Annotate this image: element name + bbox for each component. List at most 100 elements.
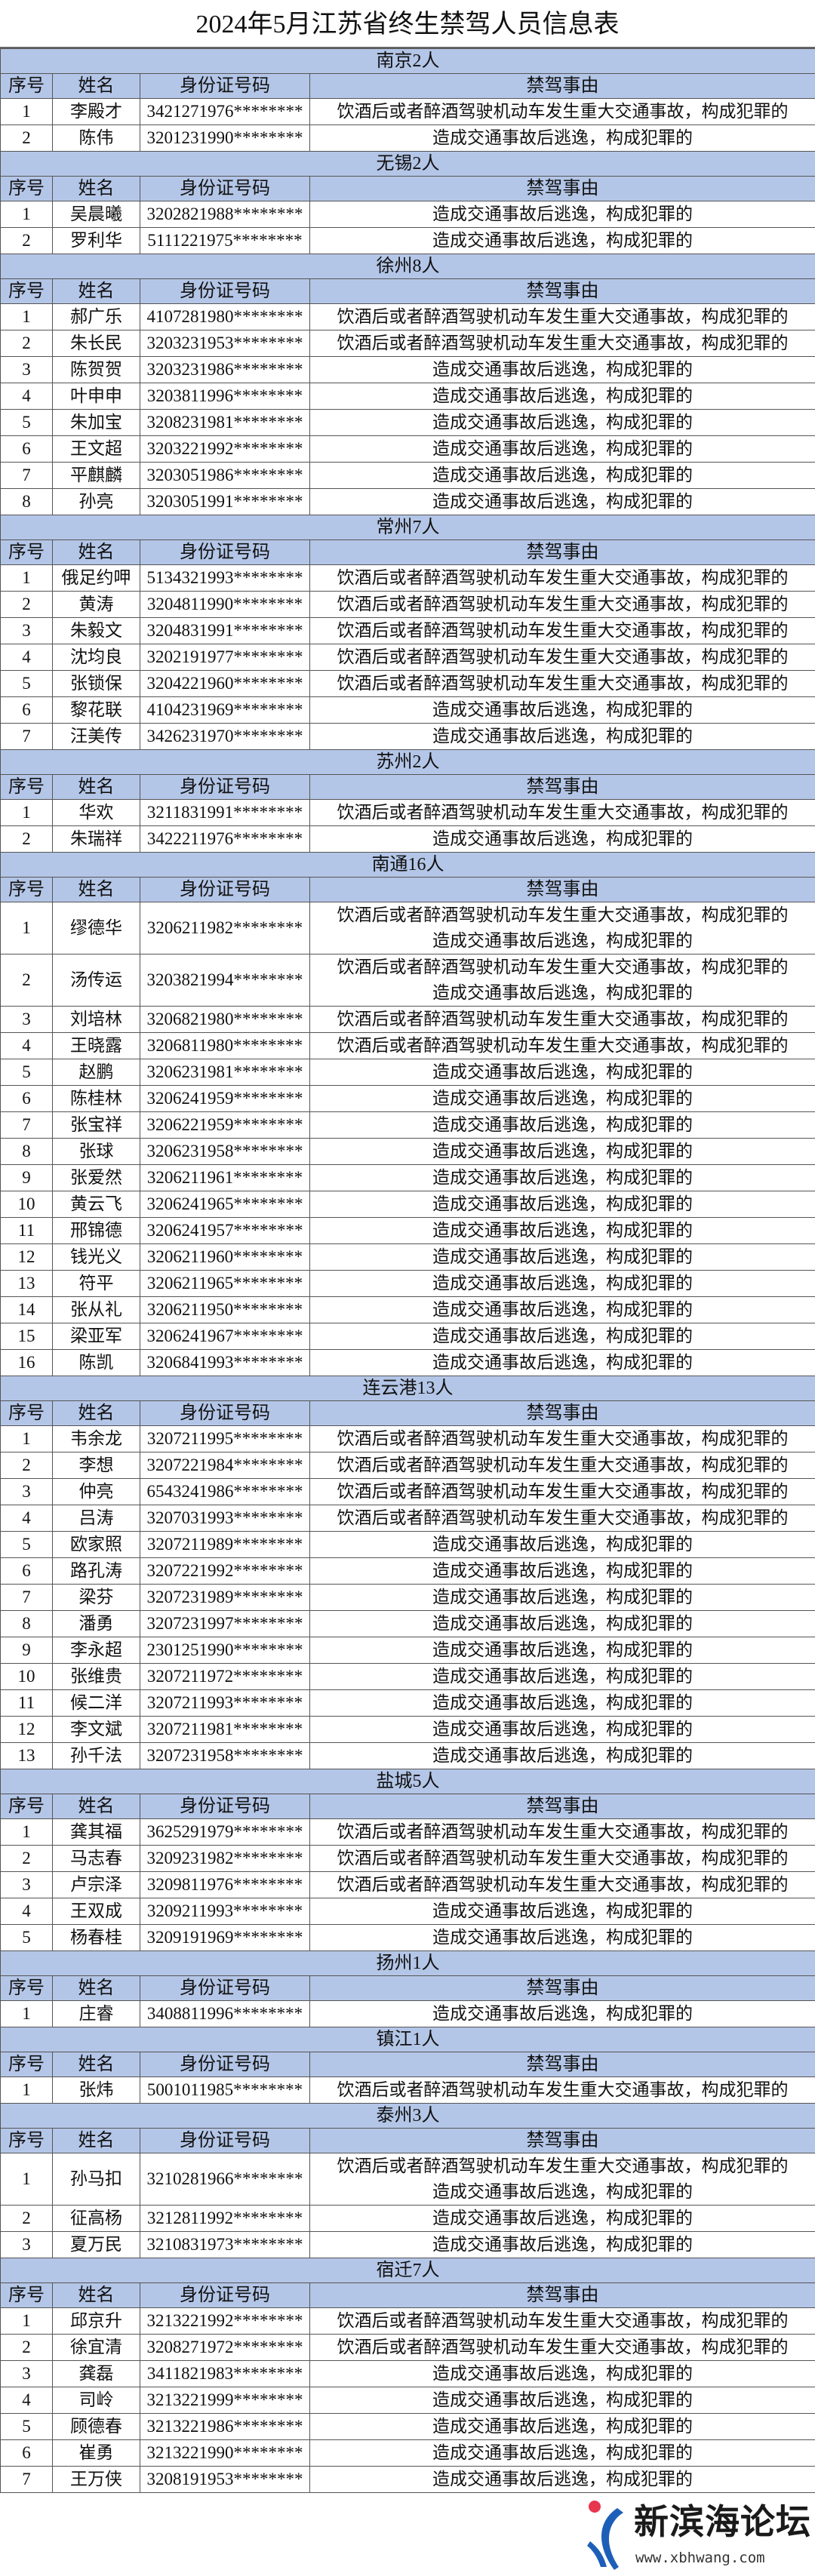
cell-id: 3208271972******** — [140, 2335, 310, 2361]
cell-no: 1 — [1, 2077, 53, 2104]
cell-reason: 造成交通事故后逃逸，构成犯罪的 — [310, 2001, 815, 2027]
cell-reason: 造成交通事故后逃逸，构成犯罪的 — [310, 2467, 815, 2493]
column-header-row: 序号姓名身份证号码禁驾事由 — [1, 2283, 815, 2308]
cell-id: 3211831991******** — [140, 800, 310, 826]
page-title: 2024年5月江苏省终生禁驾人员信息表 — [0, 0, 815, 48]
cell-id: 3209231982******** — [140, 1846, 310, 1872]
header-id: 身份证号码 — [140, 2283, 310, 2308]
cell-name: 黎花联 — [53, 697, 140, 724]
cell-id: 3207211993******** — [140, 1690, 310, 1717]
cell-no: 7 — [1, 2467, 53, 2493]
reason-line: 造成交通事故后逃逸，构成犯罪的 — [310, 1244, 815, 1270]
cell-name: 吴晨曦 — [53, 201, 140, 228]
header-reason: 禁驾事由 — [310, 74, 815, 99]
cell-no: 6 — [1, 1086, 53, 1112]
cell-no: 3 — [1, 357, 53, 383]
cell-no: 6 — [1, 2440, 53, 2467]
column-header-row: 序号姓名身份证号码禁驾事由 — [1, 878, 815, 902]
reason-line: 饮酒后或者醉酒驾驶机动车发生重大交通事故，构成犯罪的 — [310, 618, 815, 644]
header-reason: 禁驾事由 — [310, 775, 815, 800]
cell-reason: 饮酒后或者醉酒驾驶机动车发生重大交通事故，构成犯罪的 — [310, 1033, 815, 1059]
cell-name: 邱京升 — [53, 2308, 140, 2335]
cell-reason: 造成交通事故后逃逸，构成犯罪的 — [310, 2440, 815, 2467]
region-header: 南京2人 — [1, 49, 815, 74]
region-header: 苏州2人 — [1, 750, 815, 775]
reason-line: 造成交通事故后逃逸，构成犯罪的 — [310, 1717, 815, 1742]
reason-line: 造成交通事故后逃逸，构成犯罪的 — [310, 201, 815, 227]
header-id: 身份证号码 — [140, 1401, 310, 1426]
cell-name: 候二洋 — [53, 1690, 140, 1717]
cell-reason: 造成交通事故后逃逸，构成犯罪的 — [310, 1664, 815, 1690]
cell-reason: 饮酒后或者醉酒驾驶机动车发生重大交通事故，构成犯罪的 — [310, 304, 815, 330]
region-header: 连云港13人 — [1, 1376, 815, 1401]
cell-id: 3426231970******** — [140, 724, 310, 750]
cell-no: 1 — [1, 99, 53, 125]
cell-reason: 饮酒后或者醉酒驾驶机动车发生重大交通事故，构成犯罪的 — [310, 2335, 815, 2361]
cell-reason: 造成交通事故后逃逸，构成犯罪的 — [310, 1165, 815, 1191]
reason-line: 饮酒后或者醉酒驾驶机动车发生重大交通事故，构成犯罪的 — [310, 644, 815, 670]
cell-name: 李想 — [53, 1452, 140, 1479]
cell-name: 李文斌 — [53, 1717, 140, 1743]
cell-reason: 造成交通事故后逃逸，构成犯罪的 — [310, 826, 815, 853]
header-reason: 禁驾事由 — [310, 279, 815, 304]
reason-line: 造成交通事故后逃逸，构成犯罪的 — [310, 2414, 815, 2439]
cell-reason: 饮酒后或者醉酒驾驶机动车发生重大交通事故，构成犯罪的 — [310, 99, 815, 125]
cell-no: 1 — [1, 304, 53, 330]
cell-no: 5 — [1, 671, 53, 697]
column-header-row: 序号姓名身份证号码禁驾事由 — [1, 177, 815, 201]
cell-name: 梁芬 — [53, 1585, 140, 1611]
cell-reason: 饮酒后或者醉酒驾驶机动车发生重大交通事故，构成犯罪的 — [310, 1479, 815, 1505]
reason-line: 造成交通事故后逃逸，构成犯罪的 — [310, 697, 815, 723]
cell-id: 3203051986******** — [140, 463, 310, 489]
cell-reason: 造成交通事故后逃逸，构成犯罪的 — [310, 1898, 815, 1925]
cell-name: 徐宜清 — [53, 2335, 140, 2361]
cell-reason: 造成交通事故后逃逸，构成犯罪的 — [310, 1086, 815, 1112]
reason-line: 饮酒后或者醉酒驾驶机动车发生重大交通事故，构成犯罪的 — [310, 2335, 815, 2360]
cell-reason: 造成交通事故后逃逸，构成犯罪的 — [310, 697, 815, 724]
cell-reason: 造成交通事故后逃逸，构成犯罪的 — [310, 410, 815, 436]
cell-id: 2301251990******** — [140, 1637, 310, 1664]
header-reason: 禁驾事由 — [310, 177, 815, 201]
cell-id: 5001011985******** — [140, 2077, 310, 2104]
header-name: 姓名 — [53, 2283, 140, 2308]
column-header-row: 序号姓名身份证号码禁驾事由 — [1, 74, 815, 99]
reason-line: 造成交通事故后逃逸，构成犯罪的 — [310, 1532, 815, 1557]
region-header: 扬州1人 — [1, 1951, 815, 1976]
watermark-logo: 新滨海论坛 www.xbhwang.com — [584, 2498, 810, 2573]
cell-reason: 造成交通事故后逃逸，构成犯罪的 — [310, 125, 815, 152]
cell-name: 陈贺贺 — [53, 357, 140, 383]
cell-name: 张宝祥 — [53, 1112, 140, 1139]
cell-no: 12 — [1, 1244, 53, 1271]
header-no: 序号 — [1, 177, 53, 201]
header-name: 姓名 — [53, 1401, 140, 1426]
cell-name: 王文超 — [53, 436, 140, 463]
watermark-url: www.xbhwang.com — [635, 2549, 765, 2567]
reason-line: 造成交通事故后逃逸，构成犯罪的 — [310, 1664, 815, 1689]
cell-name: 张从礼 — [53, 1297, 140, 1323]
reason-line: 造成交通事故后逃逸，构成犯罪的 — [310, 357, 815, 383]
cell-no: 5 — [1, 2414, 53, 2440]
region-title: 南京2人 — [1, 49, 815, 74]
region-header: 无锡2人 — [1, 152, 815, 177]
header-id: 身份证号码 — [140, 775, 310, 800]
reason-line: 饮酒后或者醉酒驾驶机动车发生重大交通事故，构成犯罪的 — [310, 330, 815, 356]
cell-name: 龚其福 — [53, 1819, 140, 1846]
cell-id: 3201231990******** — [140, 125, 310, 152]
cell-reason: 造成交通事故后逃逸，构成犯罪的 — [310, 2361, 815, 2387]
